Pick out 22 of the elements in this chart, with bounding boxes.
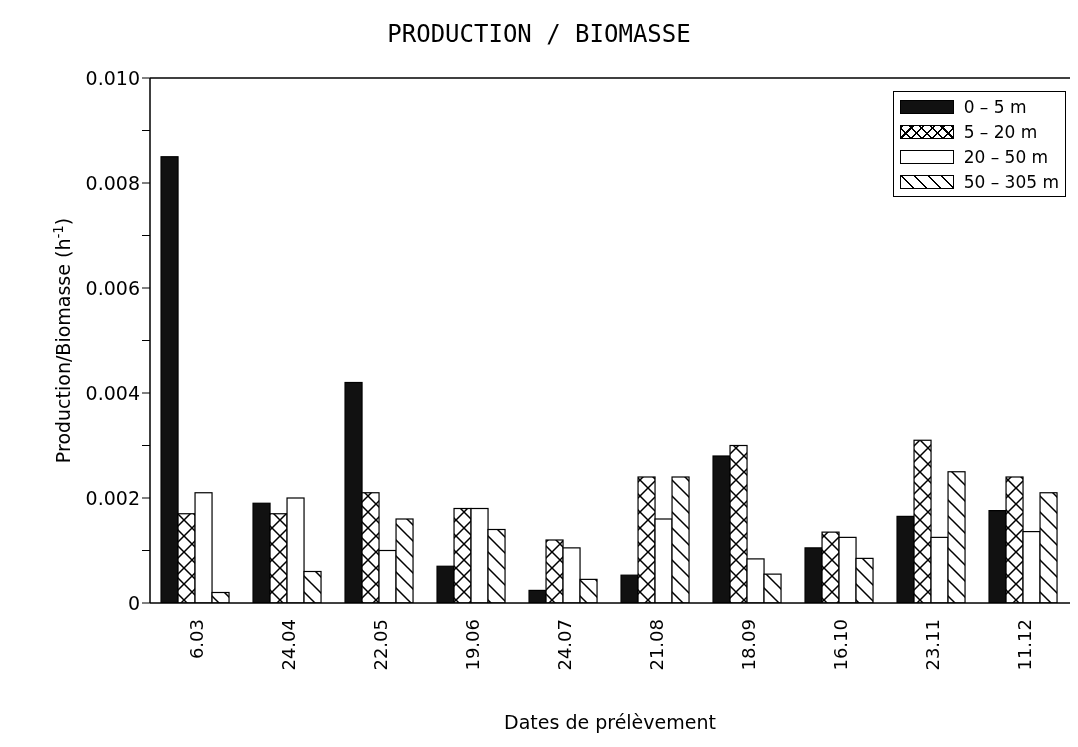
x-tick-label: 18.09 [737,619,759,671]
y-tick-label: 0.006 [85,276,140,299]
x-tick-label: 19.06 [461,619,483,671]
x-tick-label: 24.04 [277,619,299,671]
x-tick-label: 11.12 [1013,619,1035,671]
chart-title: PRODUCTION / BIOMASSE [386,20,692,48]
x-tick-label: 16.10 [829,619,851,671]
y-tick-label: 0.004 [85,381,140,404]
x-tick-label: 21.08 [645,619,667,671]
legend-label: 5 – 20 m [963,121,1038,142]
y-tick-label: 0.010 [85,66,140,89]
y-tick-label: 0 [127,591,140,614]
x-tick-label: 24.07 [553,619,575,671]
x-axis-title: Dates de prélèvement [504,711,716,733]
x-tick-label: 22.05 [369,619,391,671]
x-tick-label: 6.03 [185,619,207,660]
legend-label: 20 – 50 m [963,146,1049,167]
legend-label: 0 – 5 m [963,96,1027,117]
y-tick-label: 0.008 [85,171,140,194]
x-tick-label: 23.11 [921,619,943,671]
y-tick-label: 0.002 [85,486,140,509]
legend-label: 50 – 305 m [963,171,1059,192]
